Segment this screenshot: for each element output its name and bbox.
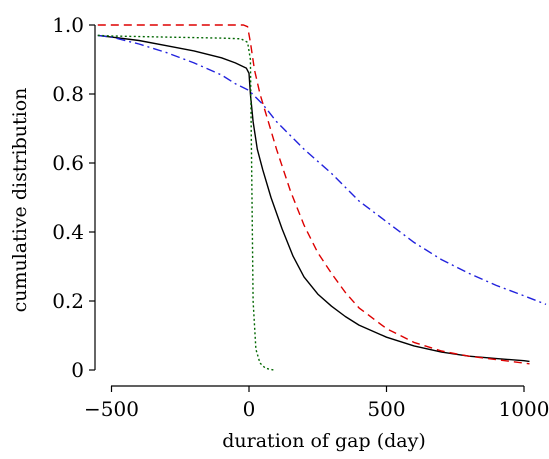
y-tick-label: 0.4: [52, 220, 84, 244]
y-tick-label: 1.0: [52, 13, 84, 37]
y-tick-label: 0.6: [52, 151, 84, 175]
x-tick-label: 1000: [499, 397, 549, 421]
plot-area: [97, 24, 547, 371]
x-tick-label: 500: [367, 397, 405, 421]
x-tick-label: −500: [84, 397, 139, 421]
series-line-dotted: [97, 34, 274, 371]
x-axis-title: duration of gap (day): [222, 430, 426, 452]
series-line-solid: [97, 34, 530, 363]
x-tick-label: 0: [243, 397, 256, 421]
y-tick-label: 0.2: [52, 289, 84, 313]
y-tick-label: 0: [71, 358, 84, 382]
y-tick-label: 0.8: [52, 82, 84, 106]
axes: 00.20.40.60.81.0−500 0 500 1000: [52, 13, 549, 421]
series-line-dashed: [97, 24, 530, 365]
y-axis-title: cumulative distribution: [9, 88, 31, 313]
series-line-dashdot: [97, 34, 547, 306]
